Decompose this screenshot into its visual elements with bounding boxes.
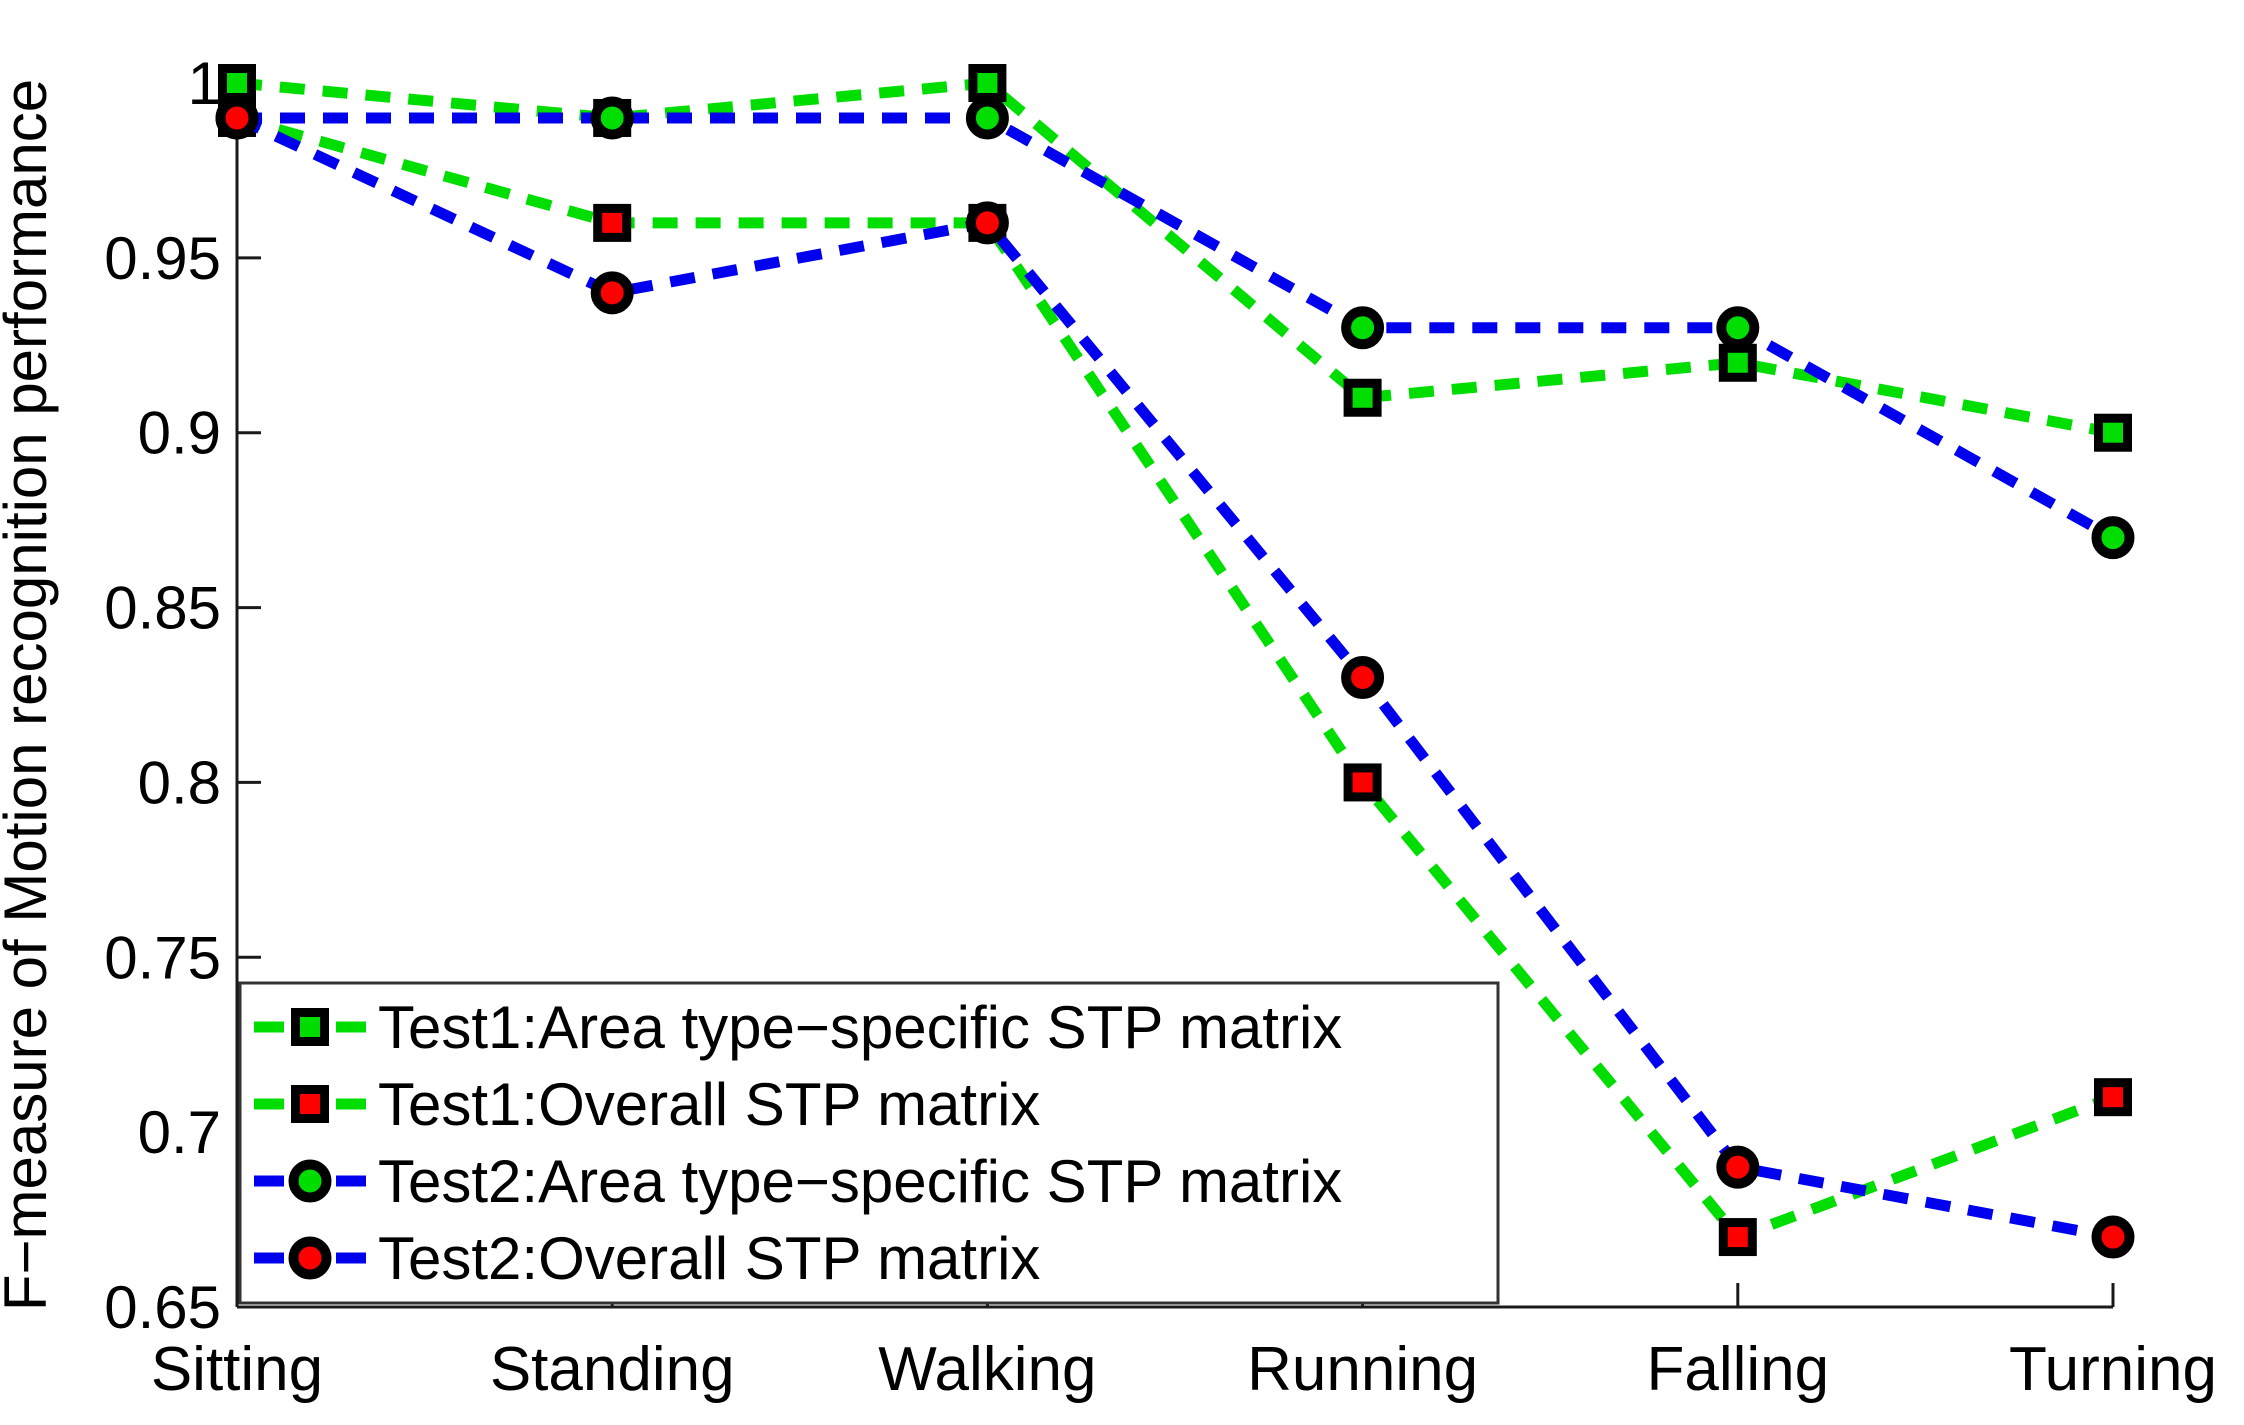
x-tick-label-standing: Standing [490, 1335, 735, 1404]
y-tick-label: 0.7 [138, 1099, 221, 1166]
legend-marker [288, 1236, 332, 1280]
legend-marker [288, 1159, 332, 1203]
legend: Test1:Area type−specific STP matrix Test1… [238, 981, 1500, 1305]
y-tick-label: 0.8 [138, 749, 221, 816]
data-point-marker [965, 96, 1009, 140]
y-tick-label: 0.65 [104, 1274, 221, 1341]
x-tick-label-walking: Walking [878, 1335, 1096, 1404]
legend-label: Test1:Area type−specific STP matrix [378, 994, 1342, 1061]
data-point-marker [2094, 1078, 2132, 1117]
data-point-marker [1341, 306, 1385, 350]
data-point-marker [590, 271, 634, 315]
data-point-marker [1343, 763, 1382, 802]
data-point-marker [1716, 1145, 1760, 1189]
data-point-marker [1716, 306, 1760, 350]
data-point-marker [2091, 1215, 2135, 1259]
y-tick-label: 0.95 [104, 225, 221, 292]
series-line [236, 77, 2115, 439]
legend-entry: Test1:Overall STP matrix [254, 1071, 1040, 1138]
y-tick-label: 1 [188, 50, 221, 117]
data-point-marker [218, 64, 256, 102]
legend-label: Test2:Area type−specific STP matrix [378, 1148, 1342, 1215]
data-point-marker [965, 201, 1009, 245]
legend-entry: Test1:Area type−specific STP matrix [254, 994, 1342, 1061]
data-point-marker [2091, 516, 2135, 560]
legend-label: Test1:Overall STP matrix [378, 1071, 1040, 1138]
data-point-marker [1343, 378, 1382, 417]
x-tick-label-sitting: Sitting [151, 1335, 323, 1404]
y-tick-label: 0.75 [104, 924, 221, 991]
data-point-marker [593, 203, 632, 242]
data-point-marker [1718, 343, 1757, 382]
x-tick-label-running: Running [1247, 1335, 1478, 1404]
series-line [234, 112, 2115, 1243]
data-point-marker [1718, 1218, 1757, 1257]
data-point-marker [2094, 413, 2132, 452]
data-point-marker [968, 64, 1007, 102]
y-axis-label: F−measure of Motion recognition performa… [0, 79, 59, 1311]
legend-box [238, 981, 1500, 1305]
data-point-marker [215, 96, 259, 140]
y-tick-label: 0.85 [104, 575, 221, 642]
legend-entry: Test2:Overall STP matrix [254, 1225, 1040, 1292]
x-tick-label-turning: Turning [2009, 1335, 2217, 1404]
x-tick-label-falling: Falling [1646, 1335, 1829, 1404]
series-line [235, 112, 2115, 1244]
series-line [237, 112, 2116, 543]
data-point-marker [590, 96, 634, 140]
y-tick-label: 0.9 [138, 400, 221, 467]
legend-marker [291, 1008, 329, 1046]
legend-label: Test2:Overall STP matrix [378, 1225, 1040, 1292]
legend-marker [291, 1085, 329, 1123]
data-point-marker [1341, 656, 1385, 700]
legend-entry: Test2:Area type−specific STP matrix [254, 1148, 1342, 1215]
series-4 [215, 96, 2135, 1259]
